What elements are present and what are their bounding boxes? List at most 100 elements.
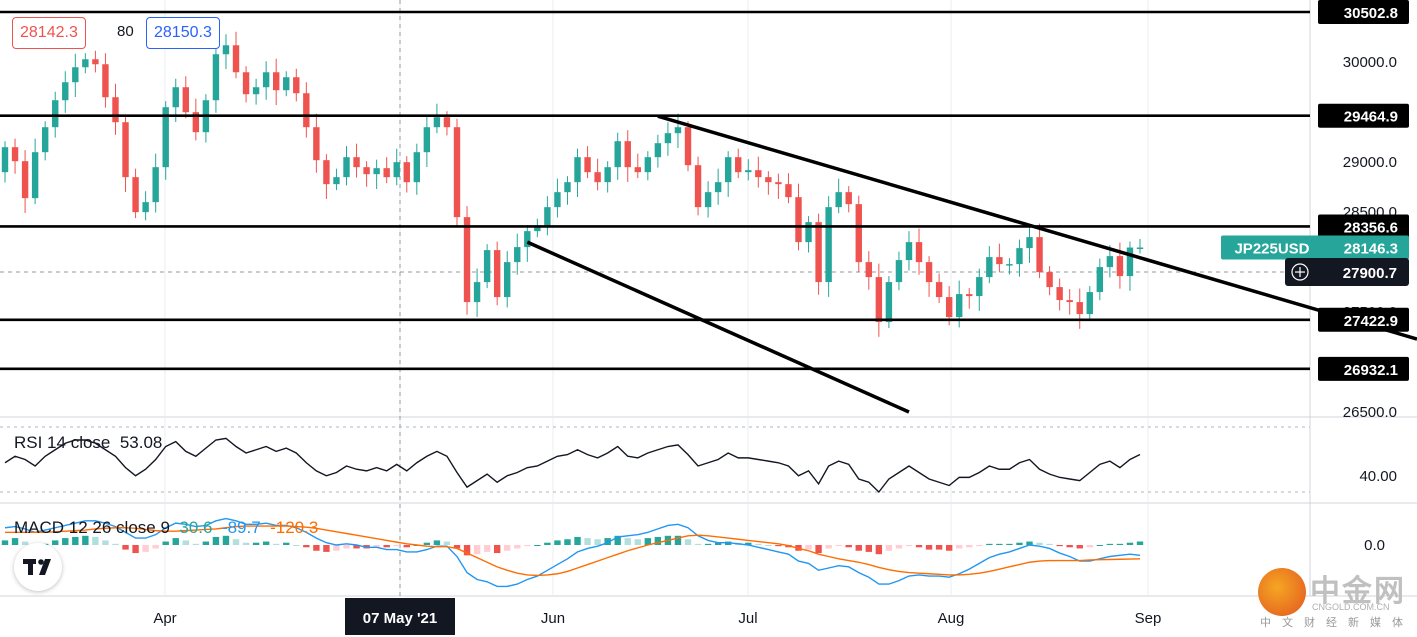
macd-hist-bar [453, 545, 461, 549]
macd-hist-bar [945, 545, 953, 551]
candle-body [262, 72, 270, 88]
macd-hist-bar [644, 538, 652, 545]
time-axis[interactable]: Apr 07 May '21 Jun Jul Aug Sep [153, 598, 1161, 635]
macd-hist-bar [1016, 542, 1023, 545]
macd-hist-bar [72, 536, 79, 545]
macd-hist-bar [855, 545, 862, 551]
horizontal-levels[interactable] [0, 10, 1310, 371]
candle-body [524, 231, 531, 248]
time-tick-label: Jul [738, 610, 757, 627]
price-tick-label: 30000.0 [1343, 54, 1397, 71]
candle-body [935, 282, 943, 298]
candle-body [222, 45, 230, 55]
candle-body [1006, 264, 1013, 266]
candle-body [152, 167, 159, 203]
symbol-badge [1221, 235, 1323, 260]
macd-hist-bar [1, 540, 9, 545]
candle-body [1136, 247, 1144, 250]
macd-hist-bar [504, 545, 511, 551]
time-tick-label: Apr [153, 610, 176, 627]
candle-body [283, 77, 290, 91]
candle-body [182, 87, 189, 113]
candle-body [504, 262, 511, 298]
candle-body [966, 294, 973, 297]
macd-hist-bar [624, 538, 631, 545]
macd-hist-bar [755, 543, 762, 545]
macd-hist-bar [152, 545, 159, 549]
price-axis[interactable]: 30000.029000.028500.027500.027000.026500… [1221, 0, 1409, 554]
candle-body [1106, 256, 1114, 268]
macd-hist-bar [393, 545, 400, 547]
spread-value: 80 [117, 23, 134, 40]
macd-hist-bar [283, 542, 290, 545]
candle-body [544, 207, 551, 228]
rsi-label: RSI 14 close [14, 433, 111, 452]
level-price-tag [1318, 103, 1409, 128]
macd-hist-bar [1046, 543, 1053, 545]
price-tick-label: 29000.0 [1343, 154, 1397, 171]
candle-body [584, 157, 591, 173]
level-price-tag [1318, 356, 1409, 381]
candle-body [112, 97, 119, 123]
bid-price[interactable]: 28142.3 [12, 17, 86, 49]
candle-body [925, 262, 933, 283]
candle-body [554, 192, 561, 208]
candle-body [62, 82, 69, 101]
macd-hist-bar [1026, 541, 1033, 545]
macd-hist-bar [825, 545, 832, 549]
macd-hist-bar [272, 543, 280, 545]
watermark-logo: 中金网 CNGOLD.COM.CN 中文财经新媒体 [1258, 566, 1408, 634]
candles [1, 31, 1144, 337]
rsi-legend[interactable]: RSI 14 close 53.08 [14, 433, 162, 453]
macd-pane [1, 517, 1144, 588]
macd-hist-bar [493, 545, 501, 554]
macd-hist-bar [604, 538, 611, 545]
candle-body [82, 59, 89, 68]
current-price-tag [1318, 235, 1409, 260]
candle-body [614, 141, 621, 168]
current-price-label: 28146.3 [1344, 240, 1398, 257]
macd-hist-bar [564, 539, 571, 545]
crosshair-price-tag [1285, 258, 1409, 287]
macd-hist-bar [343, 545, 350, 549]
candle-body [704, 192, 712, 208]
candle-body [785, 184, 792, 198]
candle-body [303, 93, 310, 128]
macd-hist-bar [62, 538, 69, 545]
macd-hist-bar [82, 535, 89, 545]
candle-body [323, 160, 330, 185]
trend-channel[interactable] [526, 114, 1417, 414]
candle-body [72, 67, 79, 83]
macd-legend[interactable]: MACD 12 26 close 9 30.6 -89.7 -120.3 [14, 518, 318, 538]
candle-body [403, 162, 410, 183]
candle-body [11, 147, 19, 162]
rsi-tick-label: 40.00 [1359, 468, 1397, 485]
candle-body [423, 127, 431, 153]
macd-hist-bar [303, 545, 310, 548]
macd-hist-bar [966, 545, 973, 548]
macd-label: MACD 12 26 close 9 [14, 518, 170, 537]
candle-body [514, 247, 521, 263]
crosshair-date-tag [345, 598, 455, 635]
macd-hist-bar [333, 545, 340, 551]
tradingview-logo-icon[interactable] [14, 543, 62, 591]
macd-hist-bar [21, 541, 29, 545]
macd-hist-bar [594, 539, 601, 545]
macd-hist-bar [182, 540, 189, 545]
macd-hist-bar [122, 545, 129, 550]
candle-body [122, 122, 129, 178]
macd-hist-bar [544, 542, 551, 545]
candle-body [453, 127, 461, 218]
macd-hist-bar [925, 545, 933, 550]
crosshair-plus-icon [1291, 263, 1309, 281]
price-tick-label: 26500.0 [1343, 404, 1397, 421]
symbol-label: JP225USD [1234, 240, 1309, 257]
level-price-label: 26932.1 [1344, 362, 1398, 379]
macd-hist-bar [956, 545, 963, 549]
candle-body [293, 77, 300, 94]
macd-hist-bar [242, 542, 250, 545]
ask-price[interactable]: 28150.3 [146, 17, 220, 49]
candle-body [765, 177, 772, 183]
macd-hist-bar [172, 538, 179, 545]
